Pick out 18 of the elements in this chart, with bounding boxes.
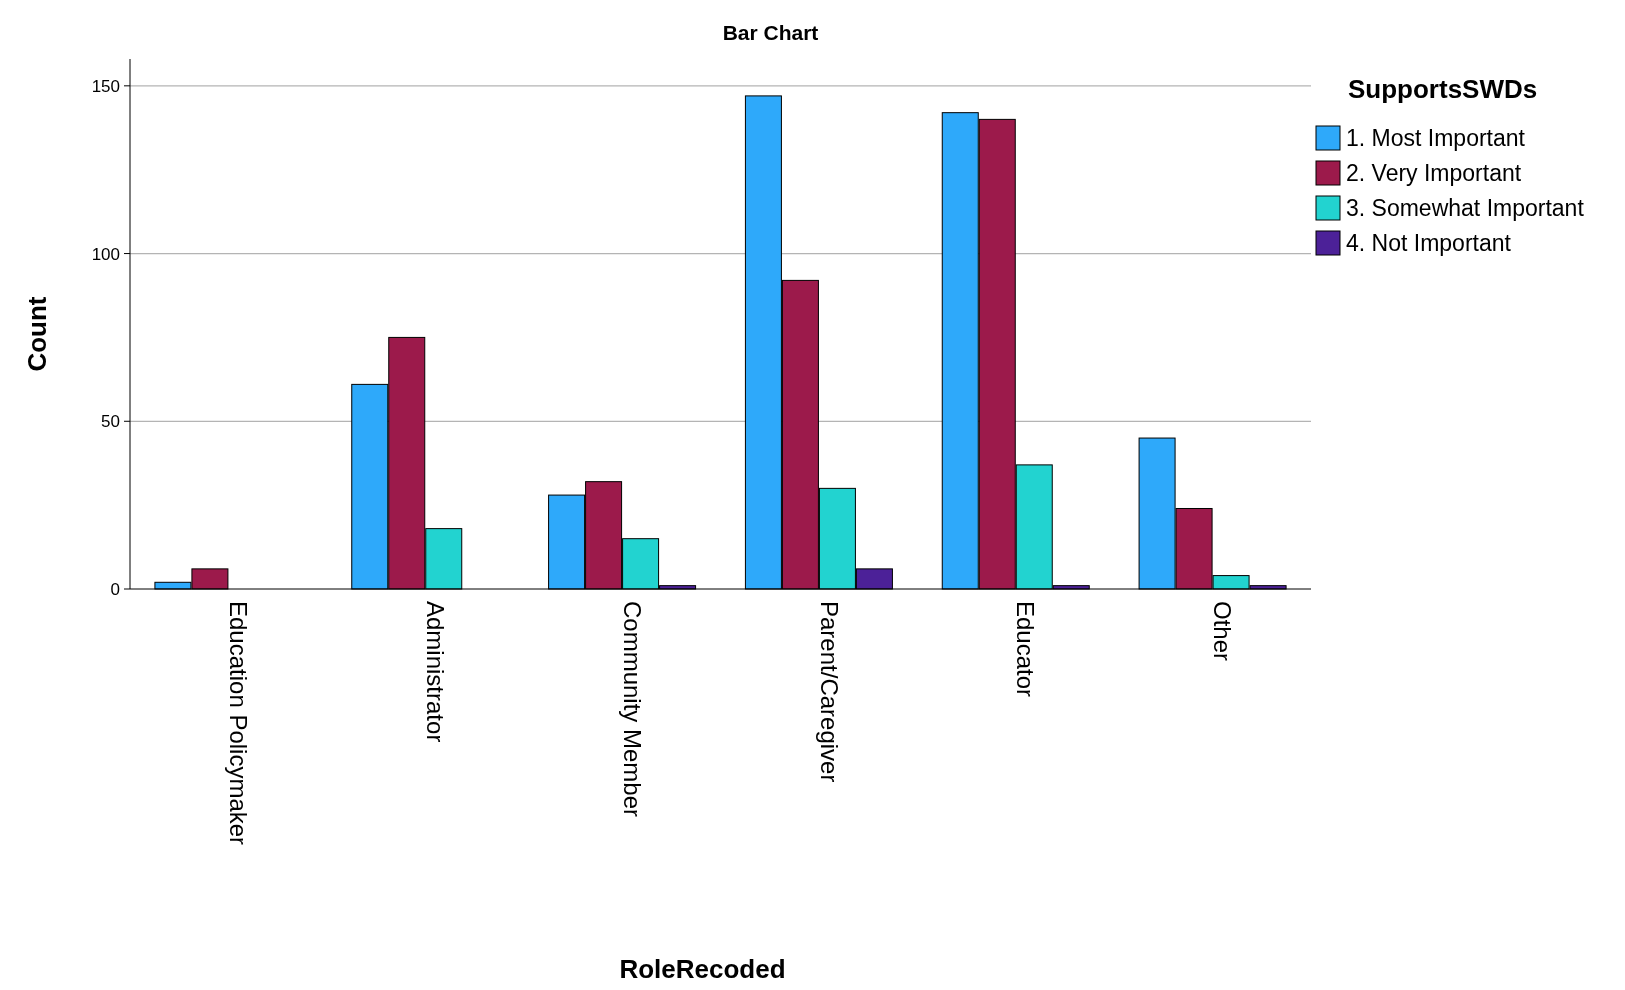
- legend-label: 2. Very Important: [1346, 160, 1522, 187]
- legend-title: SupportsSWDs: [1348, 74, 1538, 104]
- x-tick-label: Community Member: [618, 601, 646, 818]
- y-tick-label: 0: [110, 579, 120, 599]
- x-tick-label: Other: [1209, 601, 1237, 662]
- y-tick-label: 100: [91, 244, 120, 264]
- x-axis-title: RoleRecoded: [619, 954, 786, 984]
- legend-label: 1. Most Important: [1346, 125, 1526, 152]
- y-tick-label: 50: [101, 412, 120, 432]
- y-axis-title: Count: [22, 296, 52, 372]
- chart-title: Bar Chart: [722, 21, 819, 44]
- x-tick-label: Educator: [1012, 601, 1040, 698]
- x-tick-label: Education Policymaker: [225, 601, 253, 846]
- y-tick-label: 150: [91, 76, 120, 96]
- legend-label: 3. Somewhat Important: [1346, 195, 1585, 222]
- legend-label: 4. Not Important: [1346, 230, 1512, 257]
- x-tick-label: Administrator: [421, 601, 449, 743]
- x-tick-label: Parent/Caregiver: [815, 601, 843, 783]
